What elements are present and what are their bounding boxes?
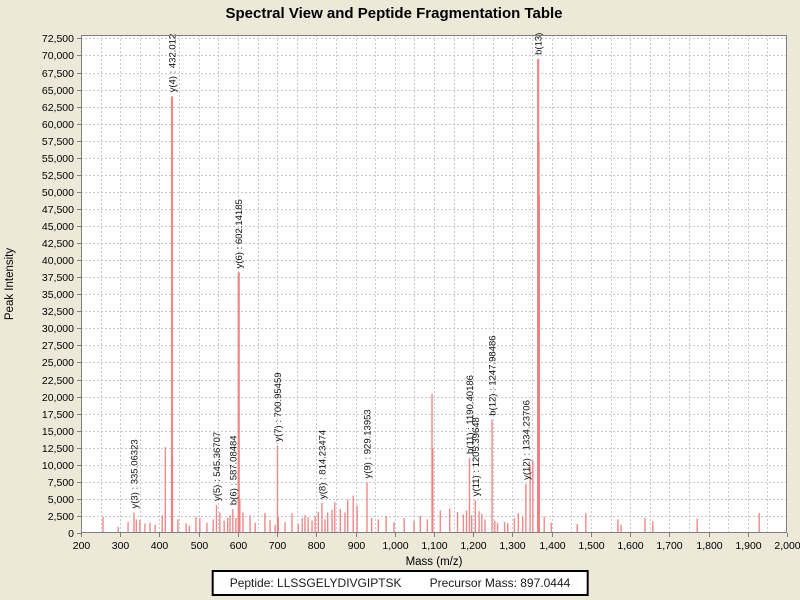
peak-label: b(6) : 587.08484 [228, 435, 239, 505]
y-tick-label: 60,000 [42, 119, 74, 131]
peak-label: b(11) : 1190.40186 [465, 375, 476, 454]
x-axis-title: Mass (m/z) [406, 556, 463, 568]
y-tick-label: 2,500 [48, 511, 74, 523]
gridlines [81, 35, 787, 533]
x-tick-label: 1,800 [696, 540, 722, 552]
y-tick-label: 72,500 [42, 33, 74, 45]
y-tick-label: 25,000 [42, 357, 74, 369]
y-tick-label: 30,000 [42, 323, 74, 335]
y-tick-label: 52,500 [42, 170, 74, 182]
x-tick-label: 1,400 [539, 540, 565, 552]
x-tick-label: 1,000 [382, 540, 408, 552]
y-tick-label: 20,000 [42, 392, 74, 404]
y-tick-label: 22,500 [42, 375, 74, 387]
peak-labels: y(3) : 335.06323 y(4) : 432.012 y(5) : 545… [129, 33, 544, 509]
x-tick-label: 2,000 [774, 540, 800, 552]
y-tick-label: 27,500 [42, 340, 74, 352]
peak-label: y(3) : 335.06323 [129, 439, 140, 508]
plot-border [81, 35, 787, 533]
y-tick-label: 0 [68, 528, 74, 540]
y-tick-label: 57,500 [42, 136, 74, 148]
peptide-info-box: Peptide: LLSSGELYDIVGIPTSK Precursor Mass… [211, 570, 589, 596]
x-tick-label: 500 [191, 540, 209, 552]
x-tick-label: 1,700 [656, 540, 682, 552]
y-tick-label: 70,000 [42, 50, 74, 62]
spectrum-plot: y(3) : 335.06323 y(4) : 432.012 y(5) : 545… [4, 33, 800, 568]
y-tick-label: 65,000 [42, 85, 74, 97]
peak-label: b(12) : 1247.98486 [488, 335, 499, 415]
y-tick-label: 10,000 [42, 460, 74, 472]
y-tick-label: 17,500 [42, 409, 74, 421]
y-tick-label: 62,500 [42, 102, 74, 114]
x-tick-label: 1,100 [421, 540, 447, 552]
y-axis: 0 2,500 5,000 7,500 10,000 12,500 15,000 17,500… [42, 33, 81, 540]
y-axis-title: Peak Intensity [4, 248, 16, 320]
chart-title: Spectral View and Peptide Fragmentation … [225, 5, 563, 22]
x-tick-label: 400 [151, 540, 169, 552]
x-tick-label: 1,500 [578, 540, 604, 552]
peak-label: y(4) : 432.012 [167, 34, 178, 93]
y-tick-label: 47,500 [42, 204, 74, 216]
peak-label: y(11) : 1205.39648 [471, 417, 482, 496]
x-tick-label: 1,300 [499, 540, 525, 552]
y-tick-label: 35,000 [42, 289, 74, 301]
x-tick-label: 700 [269, 540, 287, 552]
peak-label: y(12) : 1334.23706 [521, 400, 532, 480]
y-tick-label: 55,000 [42, 153, 74, 165]
y-tick-label: 32,500 [42, 306, 74, 318]
peak-label: y(8) : 814.23474 [317, 430, 328, 499]
x-tick-label: 1,600 [617, 540, 643, 552]
x-tick-label: 600 [230, 540, 248, 552]
peak-label: b(13) [534, 33, 545, 55]
peak-label: y(6) : 602.14185 [234, 199, 245, 268]
y-tick-label: 5,000 [48, 494, 74, 506]
peak-label: y(5) : 545.36707 [212, 432, 223, 501]
peptide-sequence-text: Peptide: LLSSGELYDIVGIPTSK [229, 576, 402, 590]
x-axis: 200 300 400 500 600 700 800 900 1,000 1,100 1,200 1… [73, 533, 800, 552]
x-tick-label: 900 [348, 540, 366, 552]
x-tick-label: 1,900 [735, 540, 761, 552]
y-tick-label: 37,500 [42, 272, 74, 284]
y-tick-label: 42,500 [42, 238, 74, 250]
x-tick-label: 1,200 [460, 540, 486, 552]
x-tick-label: 300 [112, 540, 130, 552]
y-tick-label: 67,500 [42, 68, 74, 80]
peak-bars [102, 58, 760, 533]
y-tick-label: 15,000 [42, 426, 74, 438]
x-tick-label: 200 [73, 540, 91, 552]
peak-label: y(9) : 929.13953 [362, 409, 373, 478]
x-tick-label: 800 [308, 540, 326, 552]
y-tick-label: 7,500 [48, 477, 74, 489]
y-tick-label: 45,000 [42, 221, 74, 233]
peak-label: y(7) : 700.95459 [273, 372, 284, 441]
y-tick-label: 50,000 [42, 187, 74, 199]
y-tick-label: 40,000 [42, 255, 74, 267]
precursor-mass-text: Precursor Mass: 897.0444 [429, 576, 571, 590]
y-tick-label: 12,500 [42, 443, 74, 455]
